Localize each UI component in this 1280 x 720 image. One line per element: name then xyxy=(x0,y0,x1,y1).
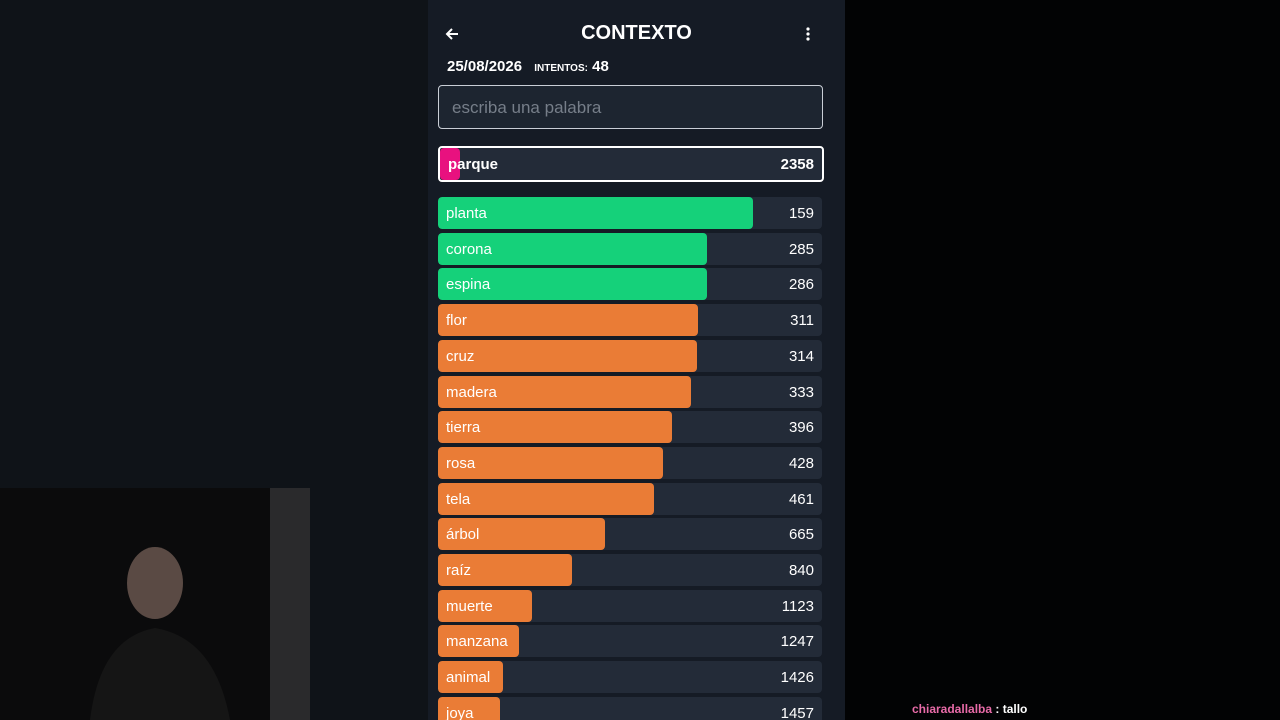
title: CONTEXTO xyxy=(581,22,692,44)
rank: 311 xyxy=(790,312,814,330)
rank-bar xyxy=(438,625,519,658)
rank-bar xyxy=(438,232,707,265)
rank: 285 xyxy=(788,240,814,258)
rank: 1247 xyxy=(780,633,814,651)
rank: 159 xyxy=(788,205,814,222)
rank-bar xyxy=(438,482,654,515)
rank: 314 xyxy=(788,347,814,365)
webcam-image xyxy=(90,488,310,720)
rank-bar xyxy=(438,696,501,720)
word: madera xyxy=(446,383,497,401)
word: parque xyxy=(448,156,499,173)
back-button[interactable] xyxy=(444,26,460,42)
word: joya xyxy=(446,704,474,720)
guess-row: rosa 428 xyxy=(438,446,822,479)
rank: 396 xyxy=(788,419,814,437)
rank: 461 xyxy=(788,490,814,508)
game-info: 25/08/2026 INTENTOS: 48 xyxy=(447,58,609,75)
rank: 840 xyxy=(788,562,814,579)
guess-row: corona 285 xyxy=(438,232,822,265)
word-input[interactable]: escriba una palabra xyxy=(438,85,823,129)
attempts-label: INTENTOS: xyxy=(534,63,588,74)
rank: 286 xyxy=(788,276,814,294)
word: corona xyxy=(446,240,492,258)
rank: 1123 xyxy=(781,597,814,615)
webcam xyxy=(0,488,310,720)
rank-bar xyxy=(440,148,461,180)
word: tela xyxy=(446,490,471,508)
rank-bar xyxy=(438,375,692,408)
word: planta xyxy=(446,205,487,222)
guess-row: joya 1457 xyxy=(438,696,822,720)
word: espina xyxy=(446,276,491,294)
word: manzana xyxy=(446,633,508,651)
word: tierra xyxy=(446,419,481,437)
word: raíz xyxy=(446,562,472,579)
guess-row: espina 286 xyxy=(438,268,822,301)
guess-row: tela 461 xyxy=(438,482,822,515)
guess-row: flor 311 xyxy=(438,304,822,337)
rank-bar xyxy=(438,304,699,337)
chat-text: : tallo xyxy=(995,702,1028,716)
chat-user: chiaradallalba xyxy=(912,702,993,716)
word: rosa xyxy=(446,454,476,472)
chat-message: chiaradallalba : tallo xyxy=(912,702,1027,716)
guess-row: árbol 665 xyxy=(438,518,822,551)
rank-bar xyxy=(438,339,698,372)
rank: 428 xyxy=(788,454,814,472)
guess-row: animal 1426 xyxy=(438,661,822,694)
word: árbol xyxy=(446,526,480,544)
rank: 665 xyxy=(788,526,814,544)
rank: 1426 xyxy=(780,669,814,687)
guess-row: tierra 396 xyxy=(438,411,822,444)
rank-bar xyxy=(438,589,533,622)
guess-row: madera 333 xyxy=(438,375,822,408)
rank-bar xyxy=(438,446,663,479)
rank-bar xyxy=(438,268,707,301)
word: flor xyxy=(446,312,467,330)
rank: 2358 xyxy=(780,156,814,173)
date: 25/08/2026 xyxy=(447,58,523,75)
word: animal xyxy=(446,669,491,687)
rank: 1457 xyxy=(780,704,814,720)
rank-bar xyxy=(438,661,503,694)
guess-row: planta 159 xyxy=(438,197,822,229)
app-panel: CONTEXTO 25/08/2026 INTENTOS: 48 escriba… xyxy=(428,0,845,720)
rank-bar xyxy=(438,411,673,444)
guess-row: cruz 314 xyxy=(438,339,822,372)
guess-row: raíz 840 xyxy=(438,554,822,586)
guess-row: muerte 1123 xyxy=(438,589,822,622)
last-guess: parque 2358 xyxy=(438,146,824,182)
rank-bar xyxy=(438,197,753,229)
background xyxy=(845,0,1280,720)
rank-bar xyxy=(438,518,606,551)
menu-button[interactable] xyxy=(804,26,812,42)
rank: 333 xyxy=(788,383,814,401)
attempts: 48 xyxy=(592,58,609,75)
placeholder: escriba una palabra xyxy=(452,98,602,117)
word: cruz xyxy=(446,347,475,365)
rank-bar xyxy=(438,554,573,586)
guess-row: manzana 1247 xyxy=(438,625,822,658)
word: muerte xyxy=(446,597,493,615)
